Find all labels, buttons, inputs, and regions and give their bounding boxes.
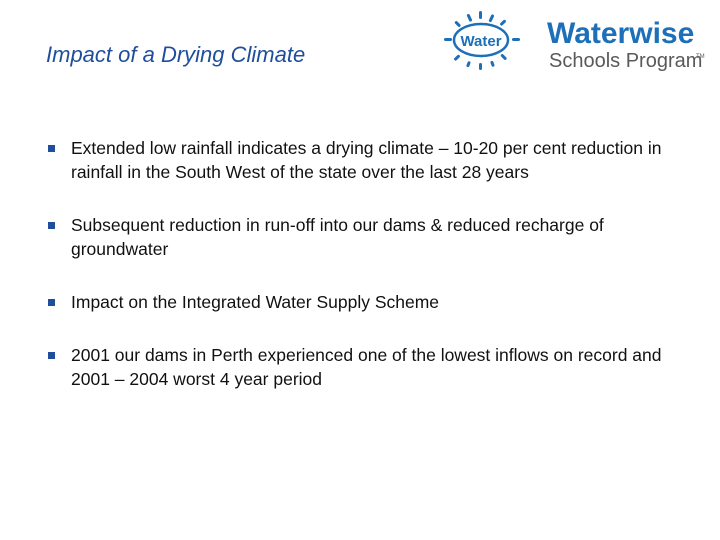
bullet-text: Impact on the Integrated Water Supply Sc…: [71, 292, 440, 312]
bullet-item: Extended low rainfall indicates a drying…: [48, 136, 678, 184]
waterwise-logo: Water Waterwise Schools Program TM: [444, 11, 705, 72]
water-splash-icon: [444, 11, 520, 70]
bullet-list: Extended low rainfall indicates a drying…: [48, 136, 678, 391]
square-bullet-icon: [48, 299, 55, 306]
water-badge: [452, 22, 510, 58]
bullet-item: Subsequent reduction in run-off into our…: [48, 213, 678, 261]
bullet-text: Extended low rainfall indicates a drying…: [71, 138, 662, 182]
trademark-mark: TM: [696, 54, 705, 60]
square-bullet-icon: [48, 145, 55, 152]
brand-subtitle: Schools Program: [549, 50, 702, 72]
bullet-text: Subsequent reduction in run-off into our…: [71, 215, 604, 259]
square-bullet-icon: [48, 352, 55, 359]
bullet-item: Impact on the Integrated Water Supply Sc…: [48, 290, 678, 314]
bullet-item: 2001 our dams in Perth experienced one o…: [48, 343, 678, 391]
water-badge-text: Water: [460, 33, 501, 50]
square-bullet-icon: [48, 222, 55, 229]
slide-title: Impact of a Drying Climate: [46, 42, 306, 67]
bullet-text: 2001 our dams in Perth experienced one o…: [71, 345, 662, 389]
brand-name: Waterwise: [547, 17, 694, 50]
